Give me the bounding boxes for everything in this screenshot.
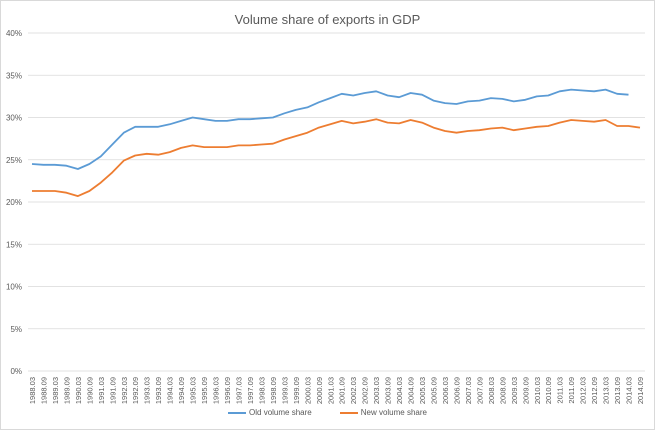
x-tick-label: 1992.09 xyxy=(131,377,140,404)
x-tick-label: 2005.03 xyxy=(418,377,427,404)
x-tick-label: 1998.09 xyxy=(269,377,278,404)
x-tick-label: 2002.09 xyxy=(361,377,370,404)
x-tick-label: 1995.09 xyxy=(200,377,209,404)
y-tick-label: 20% xyxy=(6,198,22,207)
x-tick-label: 1989.09 xyxy=(62,377,71,404)
x-tick-label: 2009.09 xyxy=(521,377,530,404)
x-tick-label: 1998.03 xyxy=(257,377,266,404)
x-tick-label: 1988.03 xyxy=(28,377,37,404)
x-axis-ticks: 1988.03 1988.09 1989.03 1989.09 1990.03 1990.… xyxy=(28,377,645,404)
legend-item-old: Old volume share xyxy=(228,408,312,417)
chart-title: Volume share of exports in GDP xyxy=(234,12,421,27)
series-lines xyxy=(31,88,641,197)
y-axis-ticks: 0% 5% 10% 15% 20% 25% 30% 35% 40% xyxy=(6,29,22,376)
x-tick-label: 2011.09 xyxy=(567,377,576,404)
y-tick-label: 10% xyxy=(6,283,22,292)
y-tick-label: 0% xyxy=(10,367,22,376)
x-tick-label: 2014.09 xyxy=(636,377,645,404)
x-tick-label: 2012.03 xyxy=(579,377,588,404)
x-tick-label: 2007.03 xyxy=(464,377,473,404)
series-line-new-volume-share xyxy=(32,118,641,197)
x-tick-label: 2006.03 xyxy=(441,377,450,404)
x-tick-label: 1997.03 xyxy=(234,377,243,404)
x-tick-label: 1999.03 xyxy=(280,377,289,404)
y-tick-label: 15% xyxy=(6,240,22,249)
x-tick-label: 1996.09 xyxy=(223,377,232,404)
x-tick-label: 1996.03 xyxy=(212,377,221,404)
x-tick-label: 1989.03 xyxy=(51,377,60,404)
x-tick-label: 2008.09 xyxy=(498,377,507,404)
x-tick-label: 2003.09 xyxy=(384,377,393,404)
gridlines xyxy=(28,32,645,372)
x-tick-label: 1990.03 xyxy=(74,377,83,404)
x-tick-label: 2004.09 xyxy=(407,377,416,404)
x-tick-label: 2011.03 xyxy=(556,377,565,404)
y-tick-label: 40% xyxy=(6,29,22,38)
y-tick-label: 30% xyxy=(6,114,22,123)
x-tick-label: 1999.09 xyxy=(292,377,301,404)
x-tick-label: 2003.03 xyxy=(372,377,381,404)
x-tick-label: 2014.03 xyxy=(625,377,634,404)
x-tick-label: 1988.09 xyxy=(39,377,48,404)
y-tick-label: 25% xyxy=(6,156,22,165)
y-tick-label: 35% xyxy=(6,71,22,80)
x-tick-label: 2001.03 xyxy=(326,377,335,404)
x-tick-label: 1991.09 xyxy=(108,377,117,404)
x-tick-label: 1995.03 xyxy=(189,377,198,404)
legend-swatch-old xyxy=(228,411,247,414)
x-tick-label: 2008.03 xyxy=(487,377,496,404)
legend-swatch-new xyxy=(339,411,358,414)
legend-label-old: Old volume share xyxy=(249,408,312,417)
x-tick-label: 2000.03 xyxy=(303,377,312,404)
series-line-old-volume-share xyxy=(31,88,629,170)
y-tick-label: 5% xyxy=(10,325,22,334)
x-tick-label: 2012.09 xyxy=(590,377,599,404)
x-tick-label: 2004.03 xyxy=(395,377,404,404)
x-tick-label: 2001.09 xyxy=(338,377,347,404)
x-tick-label: 1993.09 xyxy=(154,377,163,404)
x-tick-label: 1990.09 xyxy=(85,377,94,404)
x-tick-label: 1994.03 xyxy=(166,377,175,404)
x-tick-label: 2013.03 xyxy=(602,377,611,404)
x-tick-label: 1991.03 xyxy=(97,377,106,404)
x-tick-label: 1997.09 xyxy=(246,377,255,404)
x-tick-label: 2013.09 xyxy=(613,377,622,404)
x-tick-label: 1993.03 xyxy=(143,377,152,404)
x-tick-label: 1994.09 xyxy=(177,377,186,404)
x-tick-label: 2009.03 xyxy=(510,377,519,404)
x-tick-label: 2006.09 xyxy=(452,377,461,404)
x-tick-label: 2000.09 xyxy=(315,377,324,404)
x-tick-label: 2002.03 xyxy=(349,377,358,404)
x-tick-label: 2005.09 xyxy=(430,377,439,404)
x-tick-label: 2007.09 xyxy=(475,377,484,404)
legend-label-new: New volume share xyxy=(360,408,427,417)
x-tick-label: 1992.03 xyxy=(120,377,129,404)
x-tick-label: 2010.09 xyxy=(544,377,553,404)
legend: Old volume share New volume share xyxy=(0,408,655,417)
x-tick-label: 2010.03 xyxy=(533,377,542,404)
legend-item-new: New volume share xyxy=(339,408,427,417)
